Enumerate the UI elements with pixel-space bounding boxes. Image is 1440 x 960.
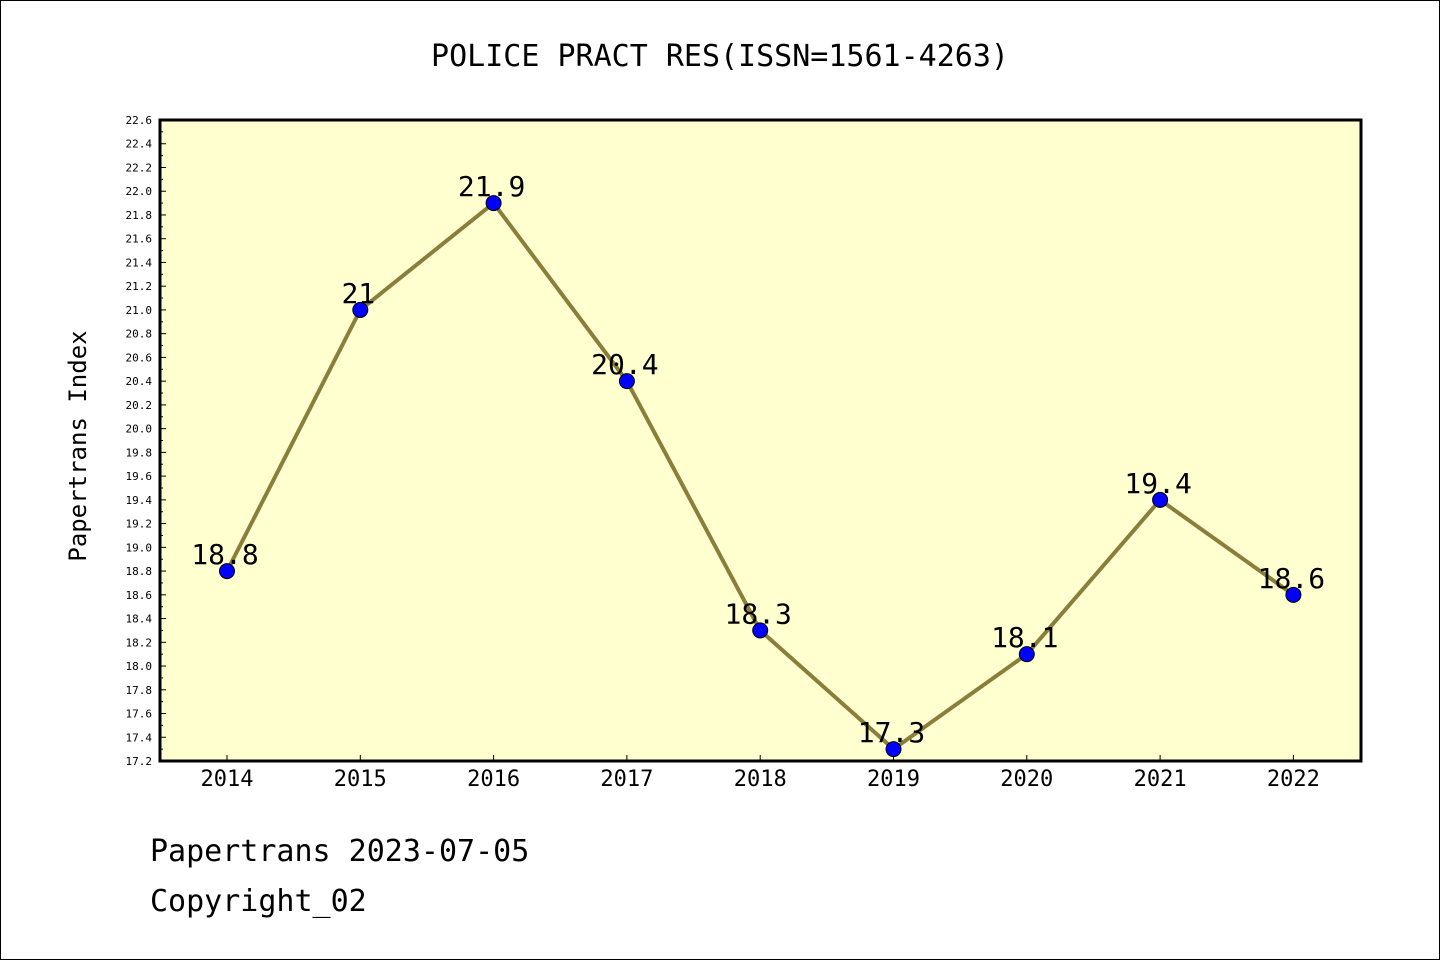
data-label: 21.9 <box>458 170 525 203</box>
y-tick-label: 20.2 <box>126 399 153 412</box>
y-tick-label: 22.6 <box>126 114 153 127</box>
data-point <box>885 741 902 758</box>
x-tick-label: 2018 <box>734 767 787 792</box>
y-tick-label: 18.8 <box>126 565 153 578</box>
y-tick-label: 21.4 <box>126 256 153 269</box>
x-tick-label: 2019 <box>867 767 920 792</box>
y-tick-label: 18.6 <box>126 589 153 602</box>
y-tick-label: 21.6 <box>126 233 153 246</box>
y-tick-label: 20.6 <box>126 351 153 364</box>
y-axis-label: Papertrans Index <box>64 330 92 561</box>
data-point <box>485 195 502 212</box>
series-layer: 18.8 21 21.9 20.4 18.3 17.3 18.1 19.4 18.6 <box>191 170 1325 758</box>
data-point <box>1285 586 1302 603</box>
y-tick-label: 17.6 <box>126 708 153 721</box>
y-tick-label: 22.0 <box>126 185 153 198</box>
data-point <box>618 373 635 390</box>
x-tick-label: 2021 <box>1134 767 1187 792</box>
data-point <box>352 301 369 318</box>
y-tick-label: 19.2 <box>126 518 153 531</box>
footer-copyright: Copyright_02 <box>150 884 367 919</box>
footer-date: Papertrans 2023-07-05 <box>150 834 530 869</box>
y-tick-label: 19.6 <box>126 470 153 483</box>
x-tick-label: 2015 <box>334 767 387 792</box>
y-tick-label: 17.2 <box>126 755 153 768</box>
y-tick-label: 20.8 <box>126 328 153 341</box>
x-tick-label: 2017 <box>600 767 653 792</box>
x-axis: 2014 2015 2016 2017 2018 2019 2020 2021 2022 <box>201 755 1320 792</box>
data-label: 18.6 <box>1258 562 1325 595</box>
x-tick-label: 2016 <box>467 767 520 792</box>
y-tick-label: 19.8 <box>126 446 153 459</box>
y-tick-label: 19.4 <box>126 494 153 507</box>
data-point <box>1018 646 1035 663</box>
y-tick-label: 22.4 <box>126 138 153 151</box>
data-point <box>219 563 235 580</box>
data-label: 18.8 <box>191 538 258 571</box>
x-tick-label: 2020 <box>1000 767 1053 792</box>
y-tick-label: 20.4 <box>126 375 153 388</box>
data-label: 17.3 <box>858 716 925 749</box>
y-tick-label: 21.0 <box>126 304 153 317</box>
data-label: 20.4 <box>591 348 658 381</box>
y-tick-label: 18.4 <box>126 613 153 626</box>
data-label: 21 <box>341 277 375 310</box>
data-point <box>752 622 769 639</box>
y-tick-label: 19.0 <box>126 541 153 554</box>
y-tick-label: 18.0 <box>126 660 153 673</box>
data-label: 18.1 <box>991 621 1058 654</box>
data-label: 18.3 <box>724 597 791 630</box>
data-label: 19.4 <box>1124 467 1191 500</box>
y-tick-label: 18.2 <box>126 636 153 649</box>
y-tick-label: 17.4 <box>126 731 153 744</box>
x-tick-label: 2022 <box>1267 767 1320 792</box>
y-axis: 17.2 17.4 17.6 17.8 18.0 18.2 18.4 18.6 18.8 19.0… <box>126 114 166 768</box>
y-tick-label: 21.8 <box>126 209 153 222</box>
y-tick-label: 21.2 <box>126 280 153 293</box>
y-tick-label: 22.2 <box>126 161 153 174</box>
y-tick-label: 17.8 <box>126 684 153 697</box>
x-tick-label: 2014 <box>201 767 254 792</box>
plot-area <box>158 118 1363 763</box>
y-tick-label: 20.0 <box>126 423 153 436</box>
chart-title: POLICE PRACT RES(ISSN=1561-4263) <box>431 39 1009 74</box>
data-point <box>1152 491 1169 508</box>
